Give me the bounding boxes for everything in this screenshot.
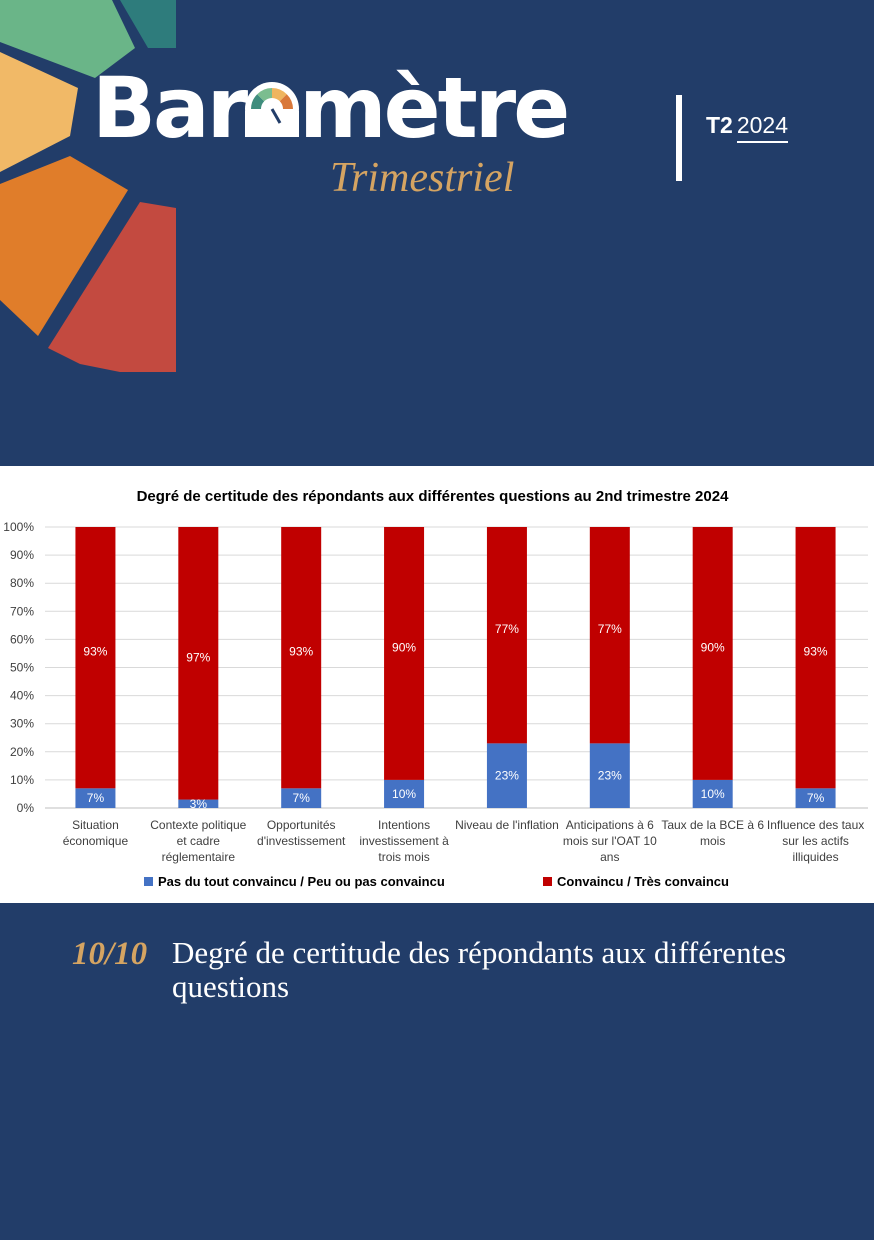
bar-segment-convinced xyxy=(692,527,733,780)
caption-number: 10/10 xyxy=(72,936,148,972)
x-tick-label-line: Opportunités xyxy=(267,818,336,832)
bar-segment-convinced xyxy=(281,527,322,789)
x-tick-label: Taux de la BCE à 6 mois xyxy=(661,818,764,848)
chart-title: Degré de certitude des répondants aux di… xyxy=(137,488,729,505)
x-tick-label-line: Influence des taux xyxy=(767,818,864,832)
caption-text: Degré de certitude des répondants aux di… xyxy=(172,935,787,1004)
data-label-unconvinced: 3% xyxy=(190,797,208,811)
y-tick-label: 70% xyxy=(10,604,34,618)
y-tick-label: 20% xyxy=(10,745,34,759)
y-tick-label: 40% xyxy=(10,689,34,703)
data-label-convinced: 97% xyxy=(186,650,210,664)
quarter-label: T2 xyxy=(706,112,733,138)
x-tick-label-line: Anticipations à 6 xyxy=(566,818,654,832)
bar-segment-unconvinced xyxy=(795,788,836,808)
y-tick-label: 30% xyxy=(10,717,34,731)
header-divider xyxy=(676,95,682,181)
y-tick-label: 0% xyxy=(17,801,35,815)
y-tick-label: 50% xyxy=(10,661,34,675)
y-tick-label: 100% xyxy=(3,520,34,534)
legend-label-unconvinced: Pas du tout convaincu / Peu ou pas conva… xyxy=(158,874,445,889)
data-label-unconvinced: 7% xyxy=(293,791,311,805)
x-tick-label-line: mois sur l'OAT 10 xyxy=(563,834,657,848)
x-tick-label: Influence des taux sur les actifs illiquid… xyxy=(767,818,864,864)
sunburst-decoration xyxy=(0,0,176,372)
y-tick-label: 10% xyxy=(10,773,34,787)
bar-segment-unconvinced xyxy=(486,743,527,808)
data-label-unconvinced: 7% xyxy=(87,791,105,805)
bar-segment-convinced xyxy=(795,527,836,789)
bar-segment-unconvinced xyxy=(589,743,630,808)
x-tick-label-line: trois mois xyxy=(378,850,429,864)
bar-segment-unconvinced xyxy=(384,779,425,808)
brand-title-part1: Bar xyxy=(92,59,248,157)
legend-label-convinced: Convaincu / Très convaincu xyxy=(557,874,729,889)
data-label-unconvinced: 7% xyxy=(807,791,825,805)
data-label-unconvinced: 23% xyxy=(598,769,622,783)
bar-segment-unconvinced xyxy=(178,799,219,808)
bar-segment-convinced xyxy=(75,527,116,789)
y-tick-label: 80% xyxy=(10,576,34,590)
x-tick-label: Niveau de l'inflation xyxy=(455,818,559,832)
data-label-unconvinced: 23% xyxy=(495,769,519,783)
data-label-unconvinced: 10% xyxy=(392,787,416,801)
x-tick-label-line: illiquides xyxy=(793,850,839,864)
legend-swatch-convinced xyxy=(543,877,552,886)
x-tick-label: Contexte politique et cadre réglementaire xyxy=(150,818,246,864)
bar-chart: Degré de certitude des répondants aux di… xyxy=(3,488,868,889)
x-tick-label-line: Intentions xyxy=(378,818,430,832)
brand-title-part2: mètre xyxy=(299,59,570,157)
x-tick-label-line: réglementaire xyxy=(162,850,236,864)
bar-segment-convinced xyxy=(486,527,527,744)
bar-segment-unconvinced xyxy=(75,788,116,808)
x-tick-label-line: sur les actifs xyxy=(782,834,849,848)
x-tick-label-line: d'investissement xyxy=(257,834,346,848)
data-label-convinced: 77% xyxy=(598,622,622,636)
bar-segment-convinced xyxy=(178,527,219,800)
data-label-convinced: 90% xyxy=(701,640,725,654)
x-tick-label-line: et cadre xyxy=(177,834,221,848)
x-tick-label-line: Taux de la BCE à 6 xyxy=(661,818,764,832)
x-tick-label-line: investissement à xyxy=(359,834,449,848)
bar-segment-convinced xyxy=(384,527,425,780)
x-tick-label-line: Situation xyxy=(72,818,119,832)
year-label: 2024 xyxy=(736,112,789,143)
data-label-convinced: 77% xyxy=(495,622,519,636)
gauge-icon xyxy=(245,77,300,137)
x-tick-label-line: économique xyxy=(63,834,129,848)
x-tick-label: Intentions investissement à trois mois xyxy=(359,818,449,864)
data-label-unconvinced: 10% xyxy=(701,787,725,801)
chart-panel: Degré de certitude des répondants aux di… xyxy=(0,466,874,903)
legend-swatch-unconvinced xyxy=(144,877,153,886)
x-tick-label-line: Niveau de l'inflation xyxy=(455,818,559,832)
bar-segment-convinced xyxy=(589,527,630,744)
data-label-convinced: 93% xyxy=(83,645,107,659)
brand-title: Bar mètre xyxy=(92,66,570,150)
y-tick-label: 60% xyxy=(10,632,34,646)
period-label: T2 2024 xyxy=(706,112,789,143)
brand-subtitle: Trimestriel xyxy=(330,155,515,201)
x-tick-label: Anticipations à 6 mois sur l'OAT 10 ans xyxy=(563,818,657,864)
x-tick-label-line: Contexte politique xyxy=(150,818,246,832)
sunburst-segments xyxy=(0,0,176,372)
x-tick-label: Opportunités d'investissement xyxy=(257,818,346,848)
x-tick-label: Situation économique xyxy=(63,818,129,848)
y-tick-label: 90% xyxy=(10,548,34,562)
data-label-convinced: 93% xyxy=(804,645,828,659)
data-label-convinced: 93% xyxy=(289,645,313,659)
bar-segment-unconvinced xyxy=(692,779,733,808)
bar-segment-unconvinced xyxy=(281,788,322,808)
x-tick-label-line: ans xyxy=(600,850,619,864)
data-label-convinced: 90% xyxy=(392,640,416,654)
x-tick-label-line: mois xyxy=(700,834,725,848)
